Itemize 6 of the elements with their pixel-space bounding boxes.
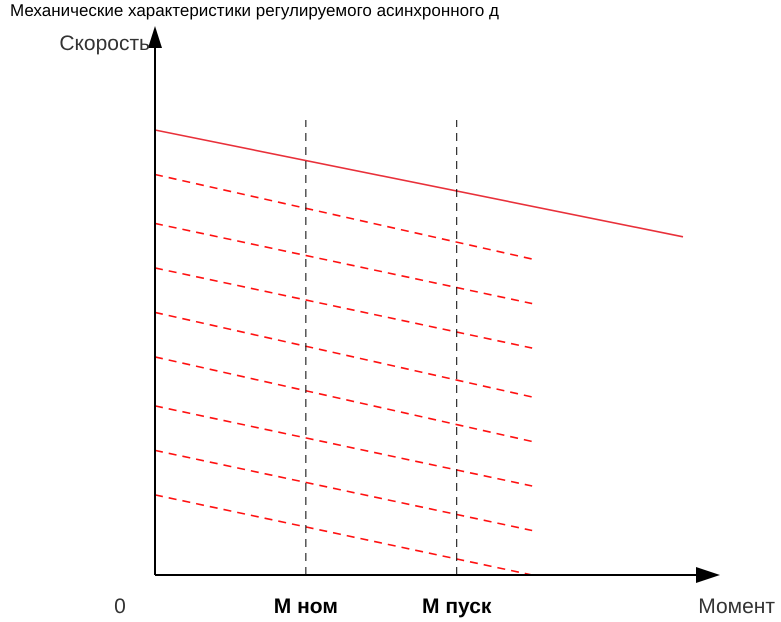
chart-title: Механические характеристики регулируемого асинхронного д xyxy=(10,1,500,20)
x-tick-label: М пуск xyxy=(422,595,492,618)
y-axis-title: Скорость xyxy=(59,32,150,55)
text: 0 xyxy=(114,595,126,618)
x-axis-title: Момент xyxy=(698,595,776,618)
x-tick-label: М ном xyxy=(274,595,338,618)
